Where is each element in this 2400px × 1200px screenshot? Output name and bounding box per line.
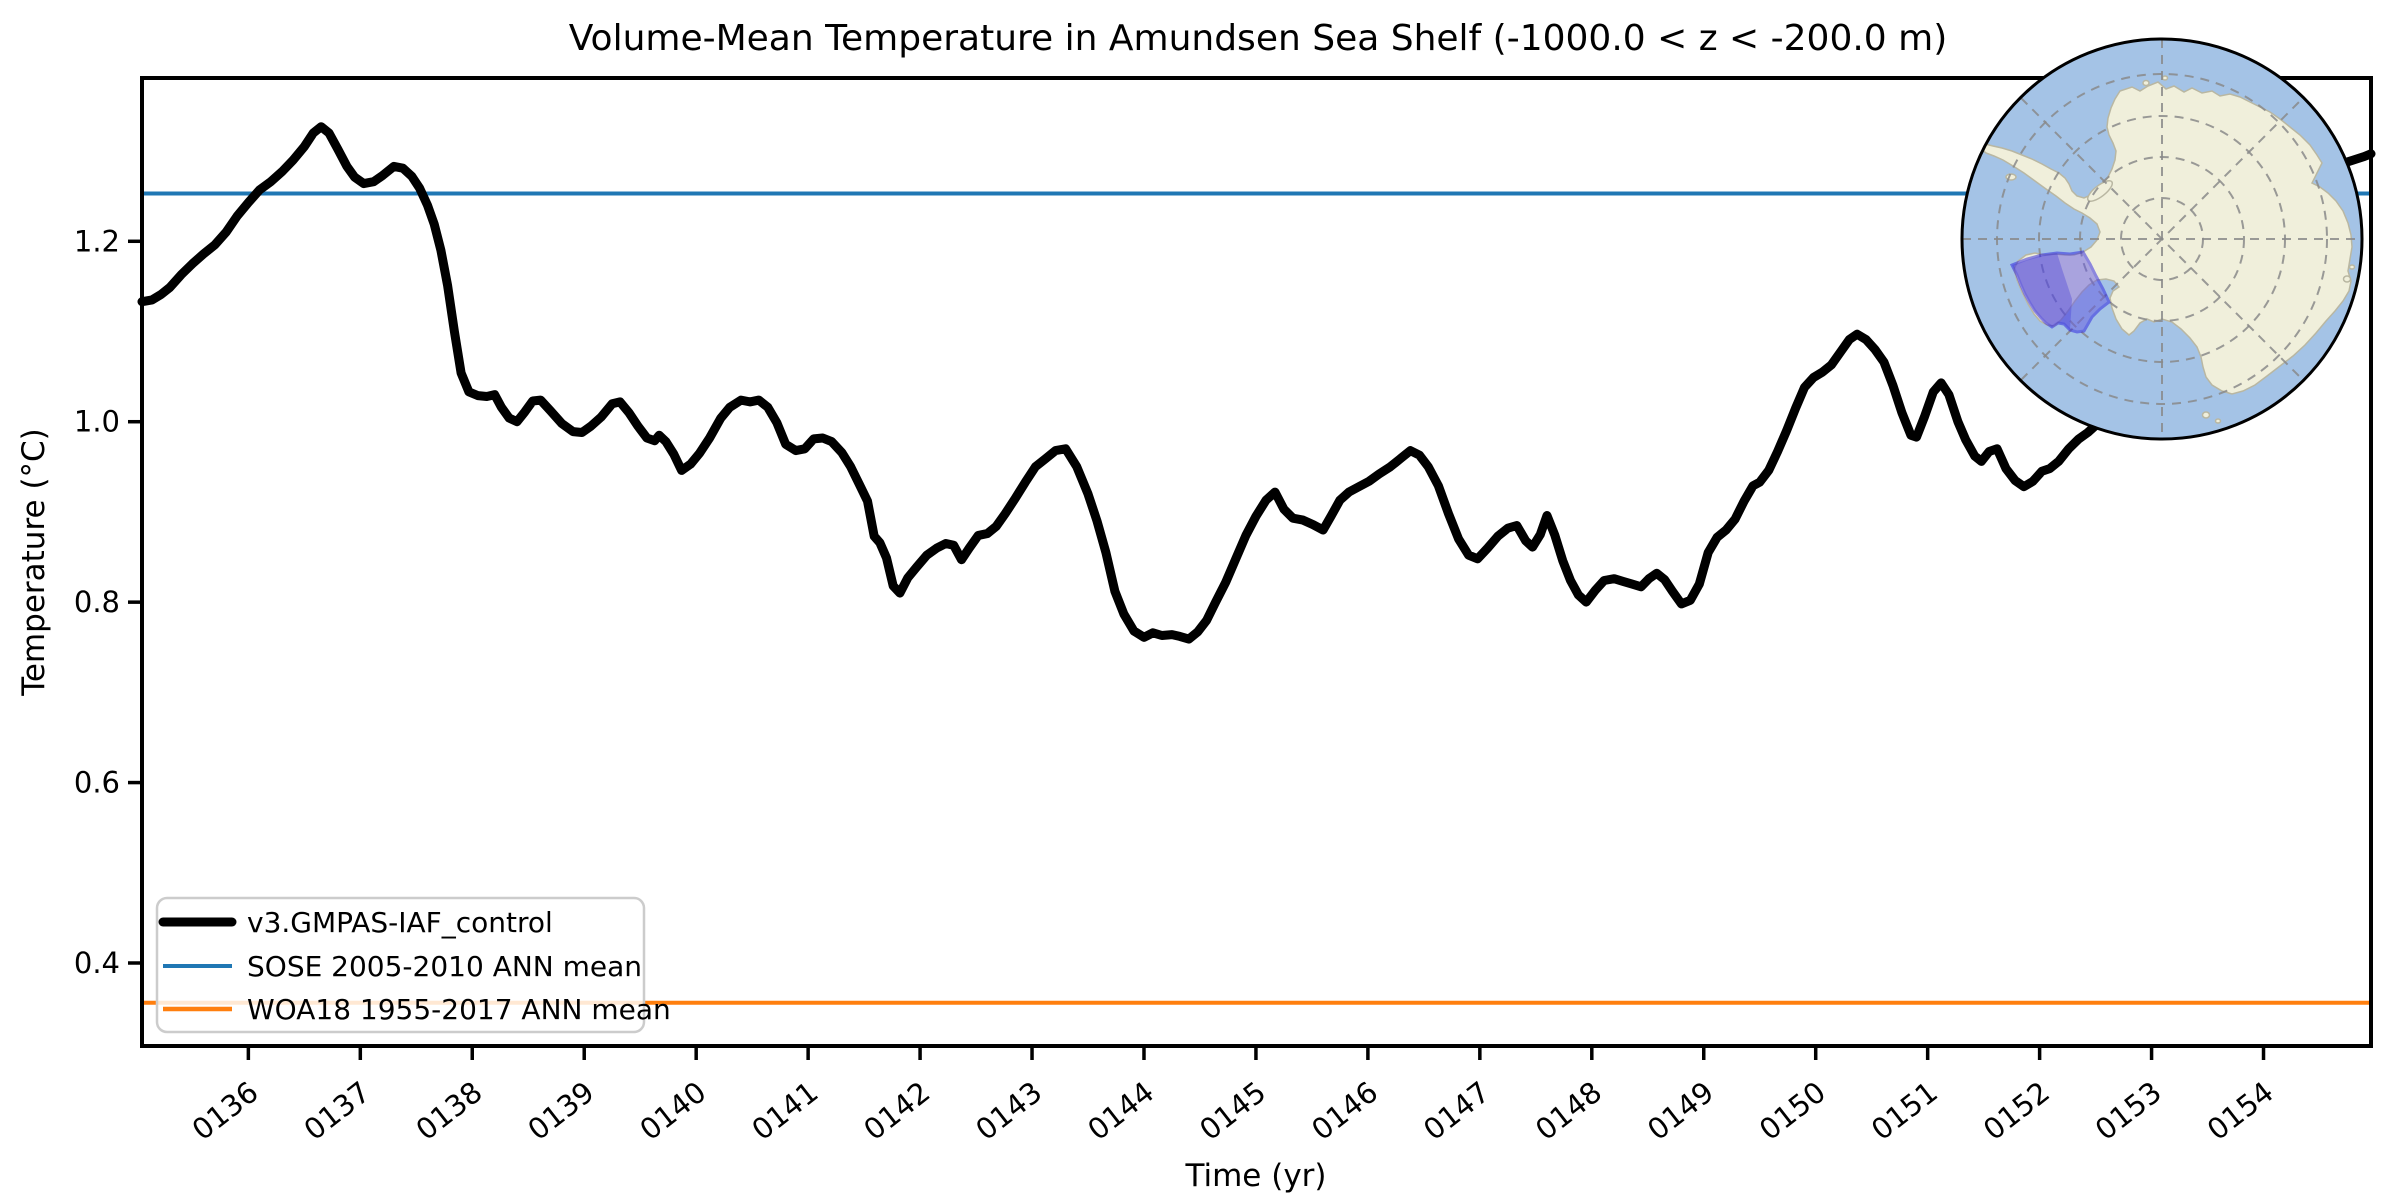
x-axis-ticks: 0136 0137 0138 0139 0140 0141 0142 0143 0144 0145…: [186, 1046, 2280, 1147]
x-tick-label: 0136: [186, 1075, 265, 1147]
legend-label-control: v3.GMPAS-IAF_control: [247, 906, 553, 939]
region-highlight-west: [2012, 253, 2072, 330]
map-graticule: [1963, 40, 2361, 438]
map-islands: [2005, 75, 2356, 424]
x-tick-label: 0151: [1865, 1075, 1944, 1147]
legend-label-woa: WOA18 1955-2017 ANN mean: [247, 993, 671, 1026]
chart-title: Volume-Mean Temperature in Amundsen Sea …: [569, 18, 1948, 59]
x-tick-label: 0147: [1417, 1075, 1496, 1147]
legend: v3.GMPAS-IAF_control SOSE 2005-2010 ANN …: [155, 896, 671, 1034]
y-tick-label: 0.4: [74, 946, 120, 980]
legend-label-sose: SOSE 2005-2010 ANN mean: [247, 950, 642, 983]
y-tick-label: 0.6: [74, 766, 120, 800]
x-tick-label: 0137: [298, 1075, 377, 1147]
x-tick-label: 0154: [2201, 1075, 2280, 1147]
y-axis-label: Temperature (°C): [16, 428, 52, 697]
inset-map: [1960, 37, 2364, 441]
x-tick-label: 0138: [409, 1075, 488, 1147]
x-tick-label: 0153: [2089, 1075, 2168, 1147]
y-tick-label: 0.8: [74, 585, 120, 619]
map-border: [1960, 37, 2364, 441]
temperature-series-line: [137, 122, 2376, 644]
x-tick-label: 0146: [1305, 1075, 1384, 1147]
x-tick-label: 0140: [633, 1075, 712, 1147]
legend-box: [155, 896, 646, 1034]
x-tick-label: 0150: [1753, 1075, 1832, 1147]
region-highlight: [2009, 250, 2111, 334]
x-axis-label: Time (yr): [1185, 1158, 1327, 1194]
x-tick-label: 0148: [1529, 1075, 1608, 1147]
x-tick-label: 0142: [857, 1075, 936, 1147]
x-tick-label: 0143: [969, 1075, 1048, 1147]
x-tick-label: 0144: [1081, 1075, 1160, 1147]
x-tick-label: 0152: [1977, 1075, 2056, 1147]
x-tick-label: 0139: [521, 1075, 600, 1147]
y-tick-label: 1.0: [74, 405, 120, 439]
y-axis-ticks: 0.4 0.6 0.8 1.0 1.2: [74, 224, 142, 980]
x-tick-label: 0149: [1641, 1075, 1720, 1147]
x-tick-label: 0145: [1193, 1075, 1272, 1147]
y-tick-label: 1.2: [74, 224, 120, 258]
x-tick-label: 0141: [745, 1075, 824, 1147]
